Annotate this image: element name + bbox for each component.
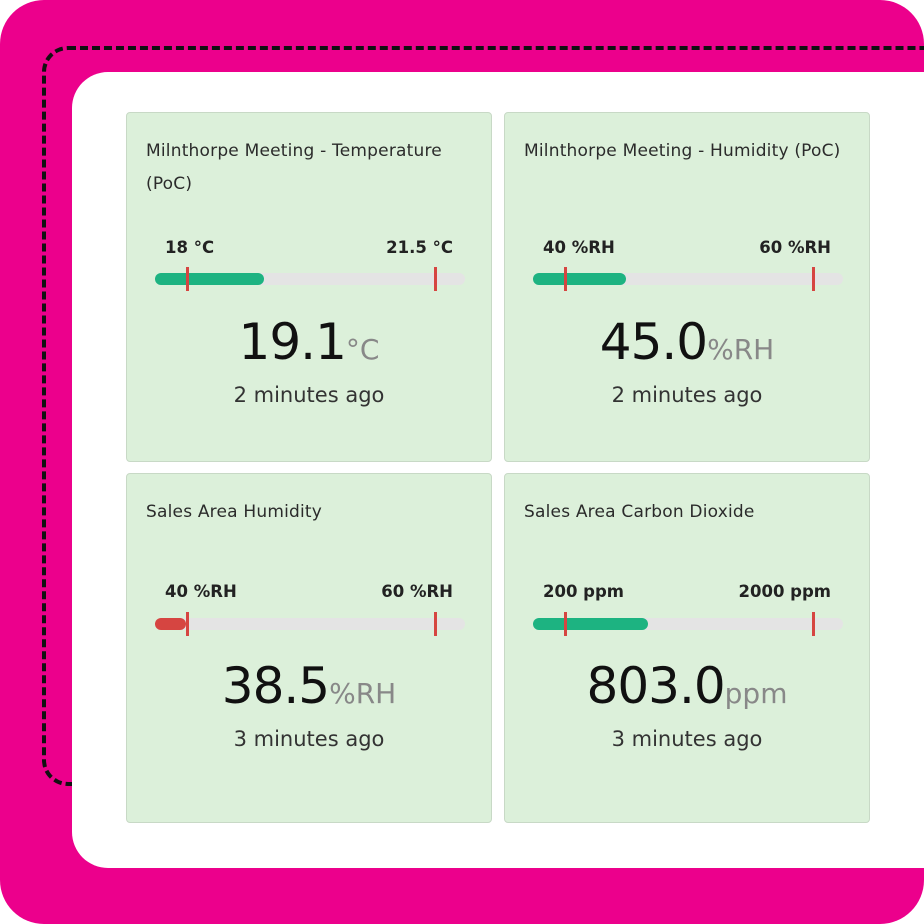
reading: 803.0ppm — [505, 657, 869, 715]
gauge-bar — [533, 612, 843, 636]
reading-value: 45.0 — [599, 313, 708, 371]
reading-unit: %RH — [329, 677, 397, 710]
sensor-card-co2-sales[interactable]: Sales Area Carbon Dioxide 200 ppm 2000 p… — [504, 473, 870, 823]
reading: 38.5%RH — [127, 657, 491, 715]
reading-unit: %RH — [707, 333, 775, 366]
reading-unit: °C — [345, 333, 380, 366]
reading-value: 19.1 — [238, 313, 347, 371]
min-threshold-marker — [186, 267, 189, 291]
min-threshold-marker — [186, 612, 189, 636]
sensor-card-temperature[interactable]: Milnthorpe Meeting - Temperature (PoC) 1… — [126, 112, 492, 462]
gauge-bar — [155, 612, 465, 636]
card-title: Milnthorpe Meeting - Humidity (PoC) — [524, 141, 841, 161]
sensor-card-humidity-sales[interactable]: Sales Area Humidity 40 %RH 60 %RH 38.5%R… — [126, 473, 492, 823]
dashboard-screen: Milnthorpe Meeting - Temperature (PoC) 1… — [72, 72, 924, 868]
max-threshold-marker — [434, 612, 437, 636]
gauge-bar — [533, 267, 843, 291]
last-updated: 2 minutes ago — [611, 383, 763, 407]
min-threshold-marker — [564, 267, 567, 291]
card-title: Sales Area Carbon Dioxide — [524, 502, 755, 522]
reading-unit: ppm — [724, 677, 788, 710]
gauge-fill — [533, 618, 648, 630]
min-threshold-label: 40 %RH — [165, 582, 237, 601]
gauge-fill — [533, 273, 626, 285]
max-threshold-label: 2000 ppm — [738, 582, 831, 601]
last-updated: 2 minutes ago — [233, 383, 385, 407]
card-title: Sales Area Humidity — [146, 502, 323, 522]
min-threshold-label: 40 %RH — [543, 238, 615, 257]
last-updated: 3 minutes ago — [611, 727, 763, 751]
sensor-card-humidity-meeting[interactable]: Milnthorpe Meeting - Humidity (PoC) 40 %… — [504, 112, 870, 462]
min-threshold-label: 18 °C — [165, 238, 215, 257]
max-threshold-label: 21.5 °C — [386, 238, 453, 257]
reading-value: 803.0 — [586, 657, 726, 715]
max-threshold-marker — [812, 267, 815, 291]
max-threshold-label: 60 %RH — [381, 582, 453, 601]
reading-value: 38.5 — [221, 657, 330, 715]
min-threshold-label: 200 ppm — [543, 582, 625, 601]
max-threshold-marker — [434, 267, 437, 291]
last-updated: 3 minutes ago — [233, 727, 385, 751]
reading: 45.0%RH — [505, 313, 869, 371]
max-threshold-marker — [812, 612, 815, 636]
gauge-fill — [155, 273, 264, 285]
gauge-fill — [155, 618, 186, 630]
card-title: Milnthorpe Meeting - Temperature (PoC) — [146, 141, 442, 194]
min-threshold-marker — [564, 612, 567, 636]
reading: 19.1°C — [127, 313, 491, 371]
max-threshold-label: 60 %RH — [759, 238, 831, 257]
gauge-bar — [155, 267, 465, 291]
